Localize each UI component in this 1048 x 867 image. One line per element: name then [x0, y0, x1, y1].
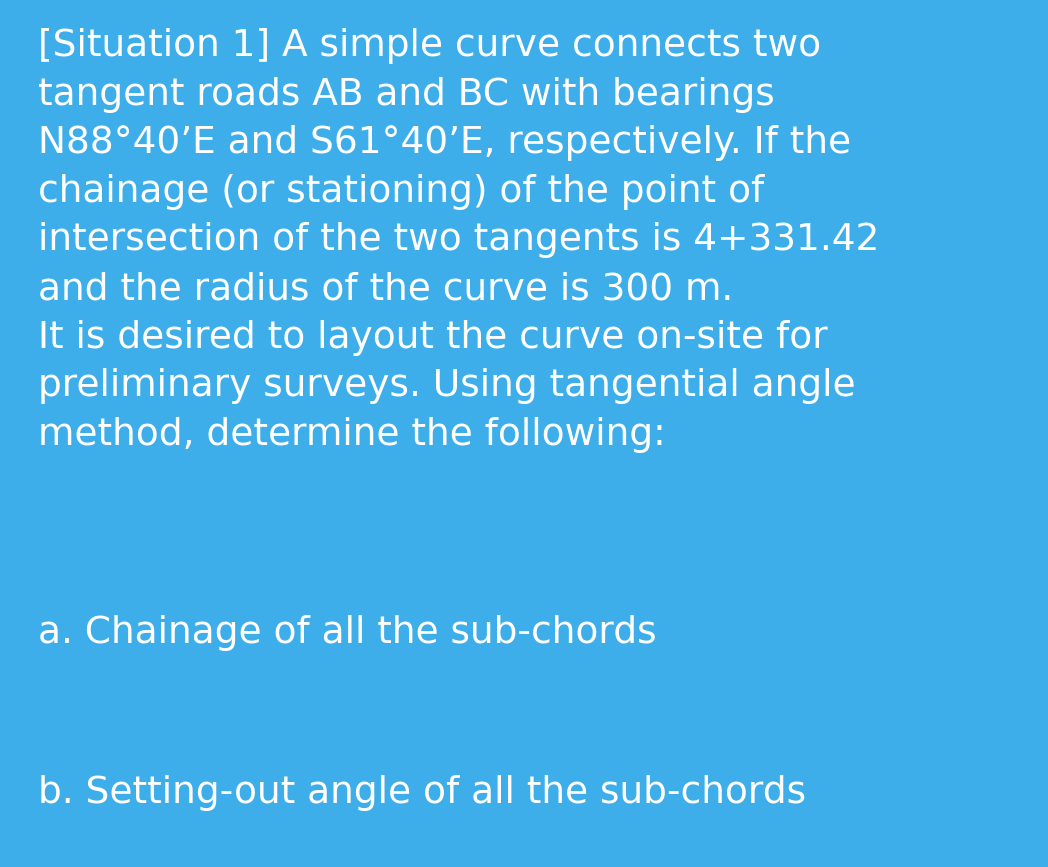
Text: [Situation 1] A simple curve connects two
tangent roads AB and BC with bearings
: [Situation 1] A simple curve connects tw… — [38, 28, 879, 453]
Text: b. Setting-out angle of all the sub-chords: b. Setting-out angle of all the sub-chor… — [38, 775, 806, 811]
FancyBboxPatch shape — [10, 10, 1038, 857]
Text: a. Chainage of all the sub-chords: a. Chainage of all the sub-chords — [38, 615, 657, 651]
